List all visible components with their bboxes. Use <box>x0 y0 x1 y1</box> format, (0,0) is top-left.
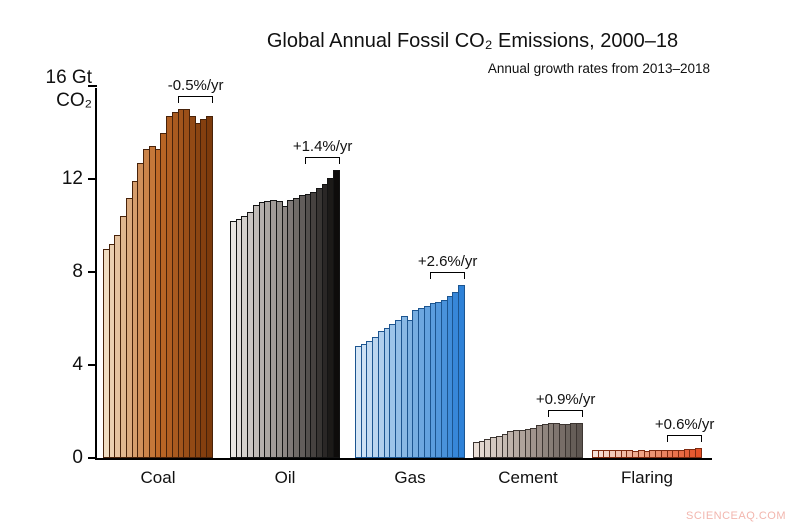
y-axis-tick <box>88 178 97 180</box>
growth-label-gas: +2.6%/yr <box>417 252 478 270</box>
category-label-flaring: Flaring <box>621 468 673 487</box>
growth-bracket-gas <box>430 271 465 279</box>
growth-bracket-coal <box>178 96 213 104</box>
bar-coal-2018 <box>206 116 213 458</box>
y-axis-tick <box>88 271 97 273</box>
chart-subtitle: Annual growth rates from 2013–2018 <box>487 61 710 76</box>
bar-group-gas: Gas +2.6%/yr <box>355 88 477 487</box>
growth-label-flaring: +0.6%/yr <box>654 416 715 434</box>
y-axis-unit-line1: 16 Gt <box>45 67 92 88</box>
category-label-coal: Coal <box>140 468 176 487</box>
y-axis-tick <box>88 457 97 459</box>
y-axis-unit-line2: CO₂ <box>56 90 92 111</box>
category-label-oil: Oil <box>274 468 296 487</box>
bar-group-flaring: Flaring +0.6%/yr <box>592 88 714 487</box>
growth-label-oil: +1.4%/yr <box>292 137 353 155</box>
bar-flaring-2018 <box>695 448 702 458</box>
bar-group-cement: Cement +0.9%/yr <box>473 88 595 487</box>
bar-oil-2018 <box>333 169 340 458</box>
plot-area: 0 4 8 12 Coal -0.5%/yr Oil +1.4%/yr Gas +2.6%/yr C… <box>62 77 715 487</box>
bar-cement-2018 <box>576 422 583 458</box>
y-axis-tick-label: 12 <box>61 168 83 189</box>
category-label-cement: Cement <box>498 468 558 487</box>
y-axis-tick-label: 8 <box>72 261 83 282</box>
growth-bracket-cement <box>548 409 583 417</box>
growth-label-coal: -0.5%/yr <box>167 77 224 95</box>
y-axis-tick <box>88 85 97 87</box>
y-axis-tick-label: 0 <box>72 447 83 468</box>
bar-group-oil: Oil +1.4%/yr <box>230 88 352 487</box>
chart-title: Global Annual Fossil CO₂ Emissions, 2000… <box>266 30 679 52</box>
watermark: SCIENCEAQ.COM <box>685 510 786 522</box>
growth-label-cement: +0.9%/yr <box>535 390 596 408</box>
category-label-gas: Gas <box>394 468 426 487</box>
growth-bracket-oil <box>305 156 340 164</box>
y-axis-tick <box>88 364 97 366</box>
y-axis-tick-label: 4 <box>72 354 83 375</box>
growth-bracket-flaring <box>667 435 702 443</box>
bar-gas-2018 <box>458 284 465 458</box>
y-axis-unit-label: 16 Gt CO₂ <box>6 66 92 112</box>
bar-group-coal: Coal -0.5%/yr <box>103 77 224 487</box>
